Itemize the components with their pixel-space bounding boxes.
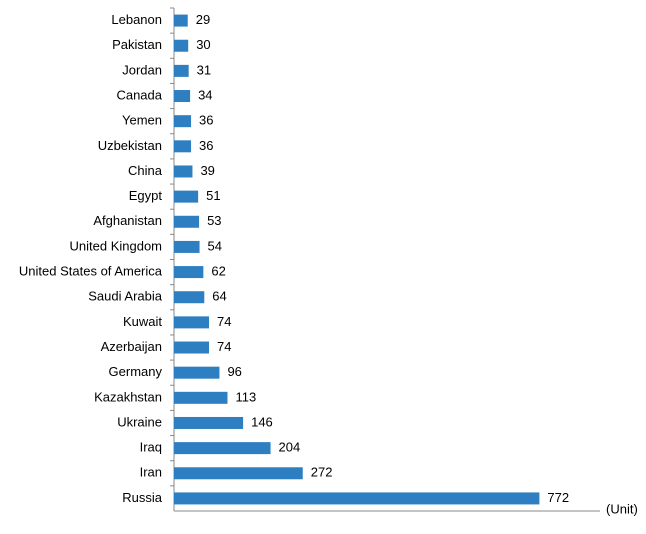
y-tick-label: Iran <box>140 465 162 480</box>
y-tick-label: Saudi Arabia <box>88 289 162 304</box>
y-tick-label: Yemen <box>122 113 162 128</box>
bar <box>174 165 193 178</box>
y-tick-label: Iraq <box>140 440 162 455</box>
value-label: 772 <box>547 490 569 505</box>
y-tick-label: United Kingdom <box>70 238 163 253</box>
y-tick-label: China <box>128 163 163 178</box>
value-label: 74 <box>217 339 231 354</box>
value-label: 31 <box>197 62 211 77</box>
bar <box>174 391 228 404</box>
y-tick-label: Russia <box>122 490 163 505</box>
bar <box>174 442 271 455</box>
value-label: 34 <box>198 87 212 102</box>
value-label: 36 <box>199 113 213 128</box>
value-label: 51 <box>206 188 220 203</box>
bar <box>174 190 199 203</box>
value-label: 53 <box>207 213 221 228</box>
y-tick-label: Jordan <box>122 62 162 77</box>
bar <box>174 90 191 103</box>
value-label: 39 <box>200 163 214 178</box>
y-tick-label: Uzbekistan <box>98 138 162 153</box>
bar <box>174 316 210 329</box>
bar <box>174 492 540 505</box>
value-label: 146 <box>251 414 273 429</box>
value-label: 54 <box>208 238 222 253</box>
bar <box>174 115 192 128</box>
y-tick-label: Egypt <box>129 188 163 203</box>
value-label: 272 <box>311 465 333 480</box>
y-tick-label: Lebanon <box>111 12 162 27</box>
bar <box>174 215 200 228</box>
y-tick-label: Afghanistan <box>93 213 162 228</box>
bar <box>174 64 189 77</box>
value-label: 96 <box>227 364 241 379</box>
x-axis-label: (Unit) <box>606 501 638 516</box>
value-label: 62 <box>211 264 225 279</box>
y-tick-label: Canada <box>116 87 162 102</box>
value-label: 30 <box>196 37 210 52</box>
bar <box>174 291 205 304</box>
y-tick-label: United States of America <box>19 264 163 279</box>
bar <box>174 140 192 153</box>
bar <box>174 416 244 429</box>
y-tick-label: Kazakhstan <box>94 389 162 404</box>
bar <box>174 14 188 27</box>
value-label: 64 <box>212 289 226 304</box>
bar <box>174 467 303 480</box>
y-tick-label: Ukraine <box>117 414 162 429</box>
bar <box>174 341 210 354</box>
y-tick-label: Pakistan <box>112 37 162 52</box>
value-label: 74 <box>217 314 231 329</box>
bar <box>174 39 189 52</box>
bar <box>174 266 204 279</box>
value-label: 29 <box>196 12 210 27</box>
y-tick-label: Kuwait <box>123 314 162 329</box>
y-tick-label: Azerbaijan <box>101 339 162 354</box>
bar <box>174 366 220 379</box>
value-label: 204 <box>279 440 301 455</box>
value-label: 36 <box>199 138 213 153</box>
bar <box>174 240 200 253</box>
value-label: 113 <box>235 389 256 404</box>
y-tick-label: Germany <box>109 364 163 379</box>
